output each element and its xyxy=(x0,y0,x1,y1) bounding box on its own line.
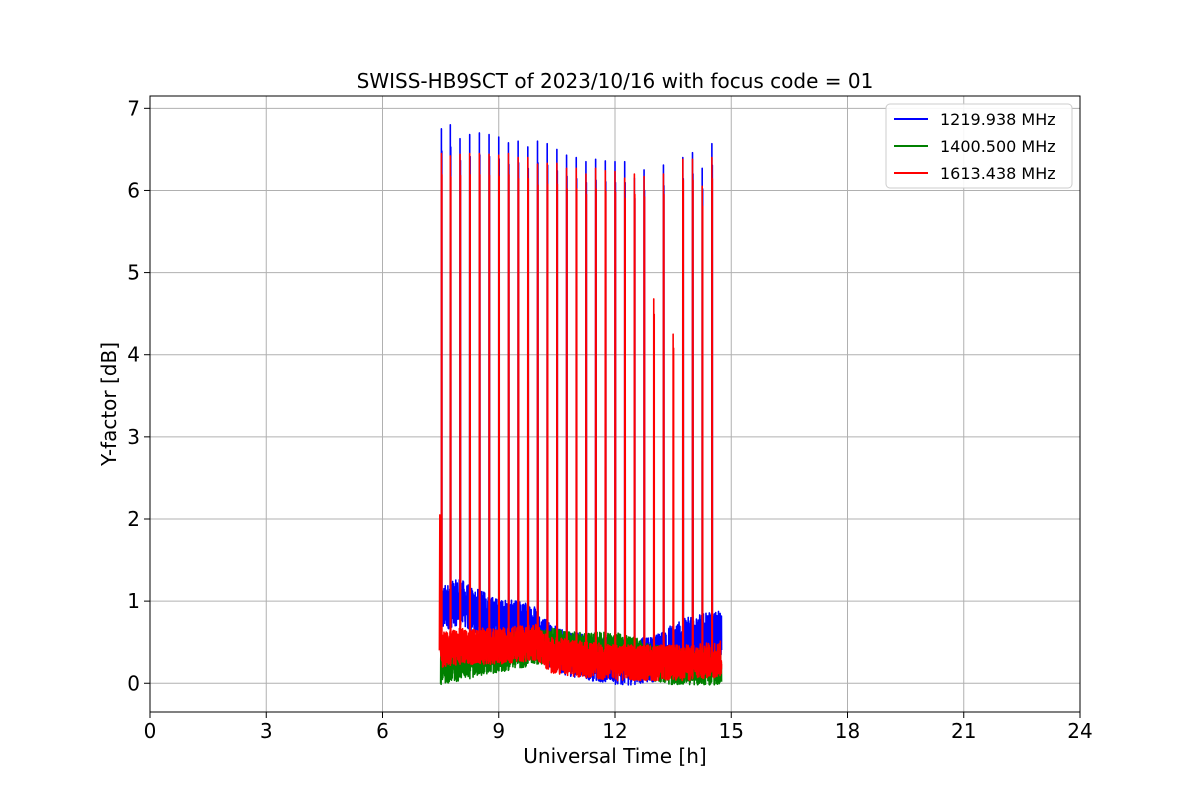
x-tick-label: 9 xyxy=(492,719,505,743)
x-tick-label: 24 xyxy=(1067,719,1092,743)
x-tick-label: 21 xyxy=(951,719,976,743)
legend-label: 1219.938 MHz xyxy=(940,110,1056,129)
x-tick-label: 18 xyxy=(835,719,860,743)
x-tick-label: 12 xyxy=(602,719,627,743)
y-tick-label: 4 xyxy=(127,343,140,367)
x-tick-label: 0 xyxy=(144,719,157,743)
y-tick-label: 6 xyxy=(127,178,140,202)
chart-title: SWISS-HB9SCT of 2023/10/16 with focus co… xyxy=(357,69,874,93)
series-line-3 xyxy=(438,152,723,682)
x-tick-label: 3 xyxy=(260,719,273,743)
legend: 1219.938 MHz 1400.500 MHz 1613.438 MHz xyxy=(885,103,1073,189)
y-tick-label: 0 xyxy=(127,671,140,695)
y-tick-label: 5 xyxy=(127,261,140,285)
y-tick-label: 1 xyxy=(127,589,140,613)
x-axis-label: Universal Time [h] xyxy=(523,744,706,768)
legend-box xyxy=(885,103,1073,189)
y-axis-label: Y-factor [dB] xyxy=(97,342,121,467)
legend-label: 1400.500 MHz xyxy=(940,137,1056,156)
x-tick-label: 15 xyxy=(719,719,744,743)
series-layer xyxy=(438,123,723,686)
y-tick-label: 3 xyxy=(127,425,140,449)
y-tick-label: 2 xyxy=(127,507,140,531)
legend-label: 1613.438 MHz xyxy=(940,164,1056,183)
y-tick-label: 7 xyxy=(127,96,140,120)
x-tick-label: 6 xyxy=(376,719,389,743)
